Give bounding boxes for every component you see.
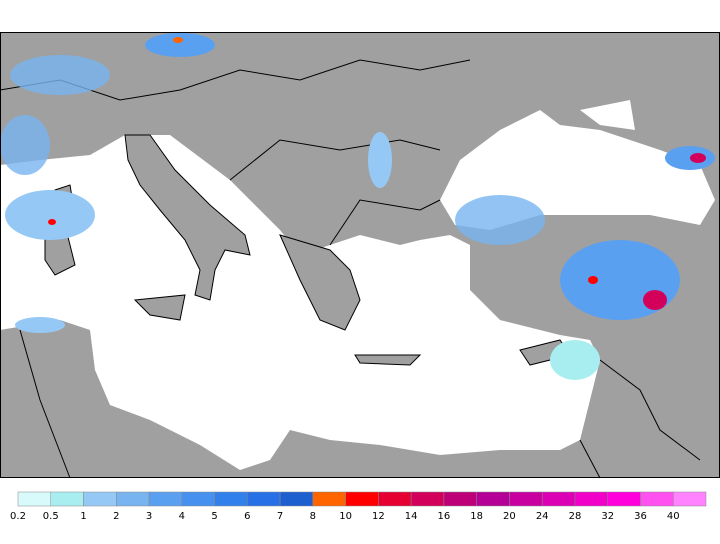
colorbar-label: 2 bbox=[113, 511, 119, 522]
color-swatch bbox=[640, 491, 674, 507]
rain-area bbox=[368, 132, 392, 188]
rain-area bbox=[10, 55, 110, 95]
colorbar-label: 14 bbox=[405, 511, 418, 522]
colorbar-label: 10 bbox=[339, 511, 352, 522]
color-swatch bbox=[443, 491, 477, 507]
border bbox=[579, 439, 601, 479]
sea-of-azov bbox=[580, 100, 635, 130]
colorbar-label: 24 bbox=[536, 511, 549, 522]
color-swatch bbox=[378, 491, 412, 507]
colorbar-label: 32 bbox=[601, 511, 614, 522]
colorbar-label: 18 bbox=[470, 511, 483, 522]
color-swatch bbox=[509, 491, 543, 507]
colorbar-label: 7 bbox=[277, 511, 283, 522]
map bbox=[0, 32, 720, 479]
rain-area bbox=[15, 317, 65, 333]
color-swatch bbox=[345, 491, 379, 507]
color-swatch bbox=[247, 491, 281, 507]
color-swatch bbox=[312, 491, 346, 507]
colorbar-label: 16 bbox=[438, 511, 451, 522]
precipitation bbox=[0, 33, 715, 380]
color-swatch bbox=[83, 491, 117, 507]
colorbar: 0.2 0.5 1 2 3 4 5 6 7 8 10 12 14 16 18 20 24 28 32 36 40 bbox=[10, 491, 707, 522]
color-swatch bbox=[50, 491, 84, 507]
color-swatch bbox=[607, 491, 641, 507]
color-swatch bbox=[17, 491, 52, 507]
colorbar-label: 4 bbox=[179, 511, 185, 522]
color-swatch bbox=[116, 491, 150, 507]
mediterranean-sea bbox=[0, 135, 600, 470]
border bbox=[19, 329, 71, 479]
color-swatch bbox=[541, 491, 576, 507]
crete bbox=[354, 354, 422, 366]
color-swatch bbox=[410, 491, 445, 507]
color-swatch bbox=[574, 491, 608, 507]
colorbar-label: 3 bbox=[146, 511, 152, 522]
rain-area bbox=[5, 190, 95, 240]
colorbar-label: 36 bbox=[634, 511, 647, 522]
color-swatch bbox=[181, 491, 215, 507]
colorbar-label: 12 bbox=[372, 511, 385, 522]
colorbar-label: 0.2 bbox=[10, 511, 26, 522]
rain-area bbox=[48, 219, 56, 225]
border bbox=[599, 359, 701, 461]
colorbar-label: 20 bbox=[503, 511, 516, 522]
rain-area bbox=[0, 115, 50, 175]
colorbar-label: 6 bbox=[244, 511, 250, 522]
rain-area bbox=[643, 290, 667, 310]
greece bbox=[279, 234, 361, 331]
rain-area bbox=[690, 153, 706, 163]
color-swatch bbox=[672, 491, 707, 507]
rain-area bbox=[145, 33, 215, 57]
colorbar-label: 40 bbox=[667, 511, 680, 522]
color-swatch bbox=[148, 491, 183, 507]
colorbar-label: 5 bbox=[211, 511, 217, 522]
italy bbox=[124, 134, 251, 301]
colorbar-label: 8 bbox=[310, 511, 316, 522]
color-swatch bbox=[279, 491, 314, 507]
border bbox=[229, 139, 441, 181]
sicily bbox=[133, 294, 186, 321]
color-swatch bbox=[214, 491, 248, 507]
rain-area bbox=[173, 37, 183, 43]
color-swatch bbox=[476, 491, 510, 507]
border bbox=[329, 199, 441, 246]
rain-area bbox=[550, 340, 600, 380]
colorbar-label: 28 bbox=[569, 511, 582, 522]
rain-area bbox=[455, 195, 545, 245]
rain-area bbox=[588, 276, 598, 284]
colorbar-label: 0.5 bbox=[43, 511, 59, 522]
colorbar-label: 1 bbox=[80, 511, 86, 522]
